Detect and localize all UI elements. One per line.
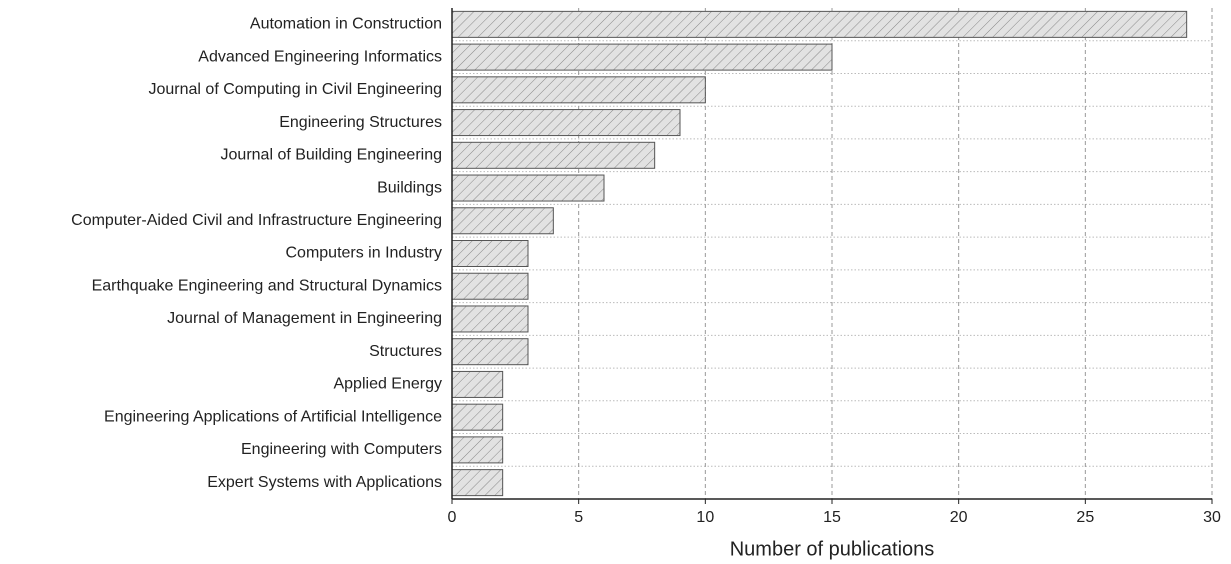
- bar: [451, 469, 504, 497]
- y-tick-label: Automation in Construction: [250, 16, 442, 33]
- y-tick-label: Computers in Industry: [285, 245, 442, 262]
- y-tick-label: Applied Energy: [333, 376, 442, 393]
- bar: [451, 76, 706, 104]
- x-tick-label: 10: [696, 509, 714, 526]
- y-tick-label: Expert Systems with Applications: [207, 474, 442, 491]
- y-tick-label: Computer-Aided Civil and Infrastructure …: [71, 212, 442, 229]
- y-tick-label: Journal of Building Engineering: [221, 147, 442, 164]
- y-tick-label: Engineering Applications of Artificial I…: [104, 408, 442, 425]
- bar: [451, 403, 504, 431]
- bar: [451, 305, 529, 333]
- x-tick-label: 15: [823, 509, 841, 526]
- x-axis-label: Number of publications: [730, 538, 935, 560]
- x-tick-label: 20: [950, 509, 968, 526]
- x-tick-label: 30: [1203, 509, 1221, 526]
- bar: [451, 109, 681, 137]
- bar: [451, 10, 1188, 38]
- y-tick-label: Journal of Computing in Civil Engineerin…: [149, 81, 443, 98]
- bar: [451, 338, 529, 366]
- y-tick-label: Earthquake Engineering and Structural Dy…: [92, 277, 442, 294]
- x-tick-label: 5: [574, 509, 583, 526]
- y-tick-label: Engineering with Computers: [241, 441, 442, 458]
- y-tick-label: Journal of Management in Engineering: [167, 310, 442, 327]
- y-tick-label: Buildings: [377, 179, 442, 196]
- y-tick-label: Engineering Structures: [279, 114, 442, 131]
- bar: [451, 207, 554, 235]
- bar: [451, 436, 504, 464]
- bar: [451, 174, 605, 202]
- y-tick-label: Structures: [369, 343, 442, 360]
- y-tick-label: Advanced Engineering Informatics: [198, 48, 442, 65]
- x-tick-label: 25: [1076, 509, 1094, 526]
- bar: [451, 240, 529, 267]
- bar: [451, 43, 833, 71]
- bar: [451, 141, 656, 169]
- x-tick-label: 0: [448, 509, 457, 526]
- bar: [451, 272, 529, 300]
- bar: [451, 370, 504, 398]
